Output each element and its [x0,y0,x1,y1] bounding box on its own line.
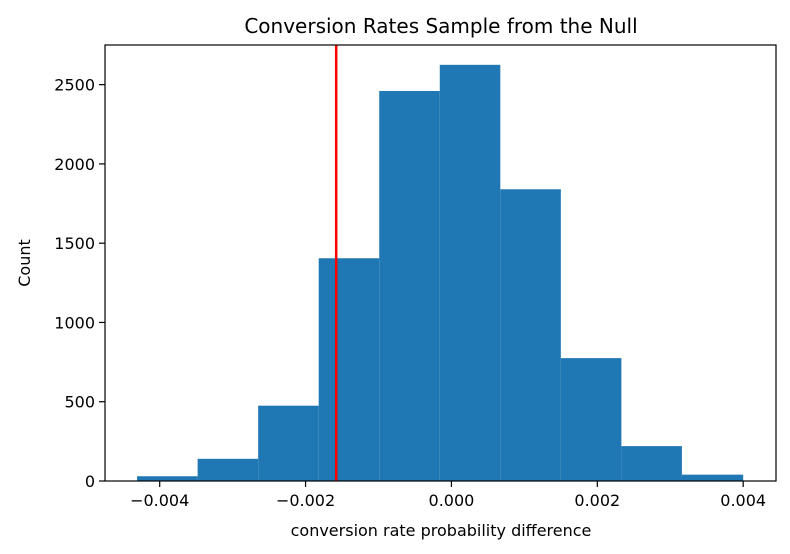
y-tick-label-4: 2000 [54,155,95,174]
x-tick-label-2: 0.000 [429,491,475,510]
bars-group [137,64,744,482]
histogram-bar-9 [681,474,744,481]
x-tick-label-1: −0.002 [276,491,335,510]
x-axis-ticks: −0.004 −0.002 0.000 0.002 0.004 [130,481,766,510]
plot-frame [104,44,777,482]
histogram-bar-6 [500,189,561,481]
y-axis-ticks: 0 500 1000 1500 2000 2500 [54,76,105,491]
histogram-bar-2 [258,405,319,481]
x-axis-label: conversion rate probability difference [291,521,592,540]
histogram-bar-7 [560,358,622,481]
y-tick-label-3: 1500 [54,234,95,253]
histogram-bar-5 [439,64,501,482]
histogram-bar-3 [318,258,380,481]
y-tick-label-1: 500 [64,393,95,412]
y-axis-label: Count [15,239,34,287]
x-tick-label-3: 0.002 [574,491,620,510]
histogram-bar-0 [137,476,198,481]
x-tick-label-4: 0.004 [720,491,766,510]
y-tick-label-0: 0 [85,472,95,491]
histogram-bar-1 [197,458,259,481]
chart-title: Conversion Rates Sample from the Null [244,14,637,38]
x-tick-label-0: −0.004 [130,491,189,510]
y-tick-label-5: 2500 [54,76,95,95]
histogram-bar-4 [379,90,440,481]
y-tick-label-2: 1000 [54,313,95,332]
histogram-bar-8 [621,446,682,481]
